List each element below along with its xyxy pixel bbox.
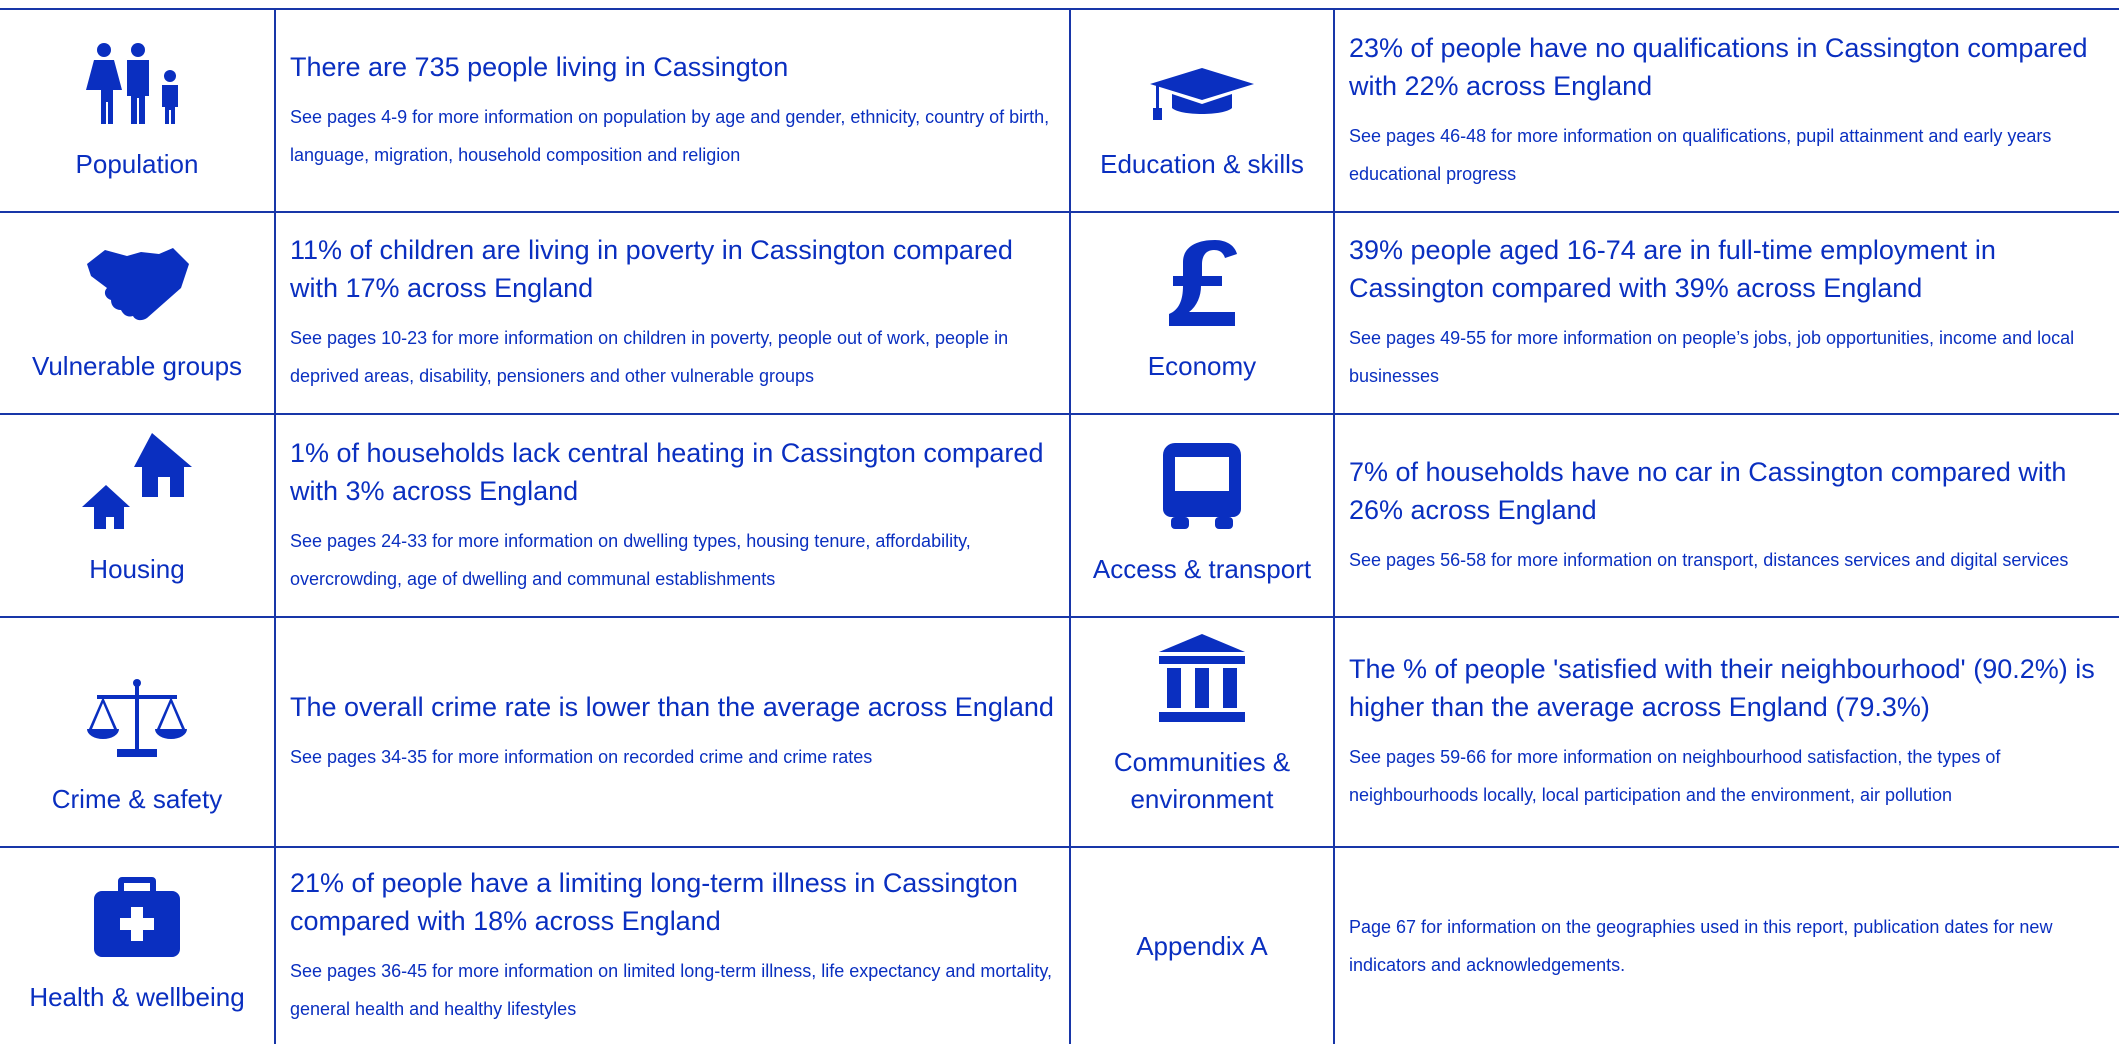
category-label: Appendix A xyxy=(1136,930,1268,961)
bus-icon xyxy=(1163,443,1241,529)
detail: See pages 10-23 for more information on … xyxy=(290,328,1009,386)
detail: See pages 46-48 for more information on … xyxy=(1349,125,2052,184)
text-cell: There are 735 people living in Cassingto… xyxy=(276,10,1071,213)
category-label: Economy xyxy=(1147,351,1257,381)
category-label: Communities & environment xyxy=(1113,747,1291,814)
category-label: Housing xyxy=(89,554,185,584)
category-label: Vulnerable groups xyxy=(31,351,243,381)
scales-icon xyxy=(87,679,187,757)
institution-icon xyxy=(1159,634,1245,722)
category-label: Population xyxy=(75,149,199,179)
category-label: Health & wellbeing xyxy=(29,982,245,1012)
icon-cell: Education & skills xyxy=(1071,10,1335,213)
headline: 23% of people have no qualifications in … xyxy=(1349,32,2088,101)
detail: See pages 24-33 for more information on … xyxy=(290,530,971,589)
icon-cell: Housing xyxy=(0,415,276,618)
text-cell: The overall crime rate is lower than the… xyxy=(276,618,1071,848)
housing-icon xyxy=(82,433,192,529)
text-cell: Page 67 for information on the geographi… xyxy=(1335,848,2119,1044)
icon-cell: Access & transport xyxy=(1071,415,1335,618)
text-cell: 39% people aged 16-74 are in full-time e… xyxy=(1335,213,2119,415)
detail: See pages 49-55 for more information on … xyxy=(1349,328,2075,386)
detail: See pages 4-9 for more information on po… xyxy=(290,106,1050,165)
icon-cell: Appendix A xyxy=(1071,848,1335,1044)
icon-cell: Communities & environment xyxy=(1071,618,1335,848)
icon-cell: Population xyxy=(0,10,276,213)
detail: See pages 36-45 for more information on … xyxy=(290,961,1053,1019)
text-cell: 11% of children are living in poverty in… xyxy=(276,213,1071,415)
category-label: Crime & safety xyxy=(51,784,223,814)
detail: See pages 59-66 for more information on … xyxy=(1349,747,2001,805)
icon-cell: Health & wellbeing xyxy=(0,848,276,1044)
education-icon xyxy=(1150,68,1254,120)
text-cell: 21% of people have a limiting long-term … xyxy=(276,848,1071,1044)
headline: There are 735 people living in Cassingto… xyxy=(290,51,789,82)
medkit-icon xyxy=(94,877,180,957)
headline: 39% people aged 16-74 are in full-time e… xyxy=(1349,235,1996,303)
icon-cell: Vulnerable groups xyxy=(0,213,276,415)
text-cell: 7% of households have no car in Cassingt… xyxy=(1335,415,2119,618)
population-icon xyxy=(86,43,178,124)
headline: The % of people 'satisfied with their ne… xyxy=(1349,654,2095,722)
detail: See pages 34-35 for more information on … xyxy=(290,747,873,767)
icon-cell: Crime & safety xyxy=(0,618,276,848)
text-cell: The % of people 'satisfied with their ne… xyxy=(1335,618,2119,848)
handshake-icon xyxy=(87,248,189,321)
detail: Page 67 for information on the geographi… xyxy=(1349,917,2053,975)
icon-cell: Economy xyxy=(1071,213,1335,415)
headline: 1% of households lack central heating in… xyxy=(290,437,1044,506)
category-label: Education & skills xyxy=(1100,149,1304,179)
summary-grid: Population There are 735 people living i… xyxy=(0,8,2119,1044)
headline: The overall crime rate is lower than the… xyxy=(290,692,1054,722)
category-label: Access & transport xyxy=(1092,554,1312,584)
detail: See pages 56-58 for more information on … xyxy=(1349,549,2069,570)
headline: 7% of households have no car in Cassingt… xyxy=(1349,456,2067,525)
text-cell: 23% of people have no qualifications in … xyxy=(1335,10,2119,213)
headline: 11% of children are living in poverty in… xyxy=(290,235,1013,303)
pound-icon xyxy=(1169,240,1237,326)
headline: 21% of people have a limiting long-term … xyxy=(290,868,1018,936)
text-cell: 1% of households lack central heating in… xyxy=(276,415,1071,618)
